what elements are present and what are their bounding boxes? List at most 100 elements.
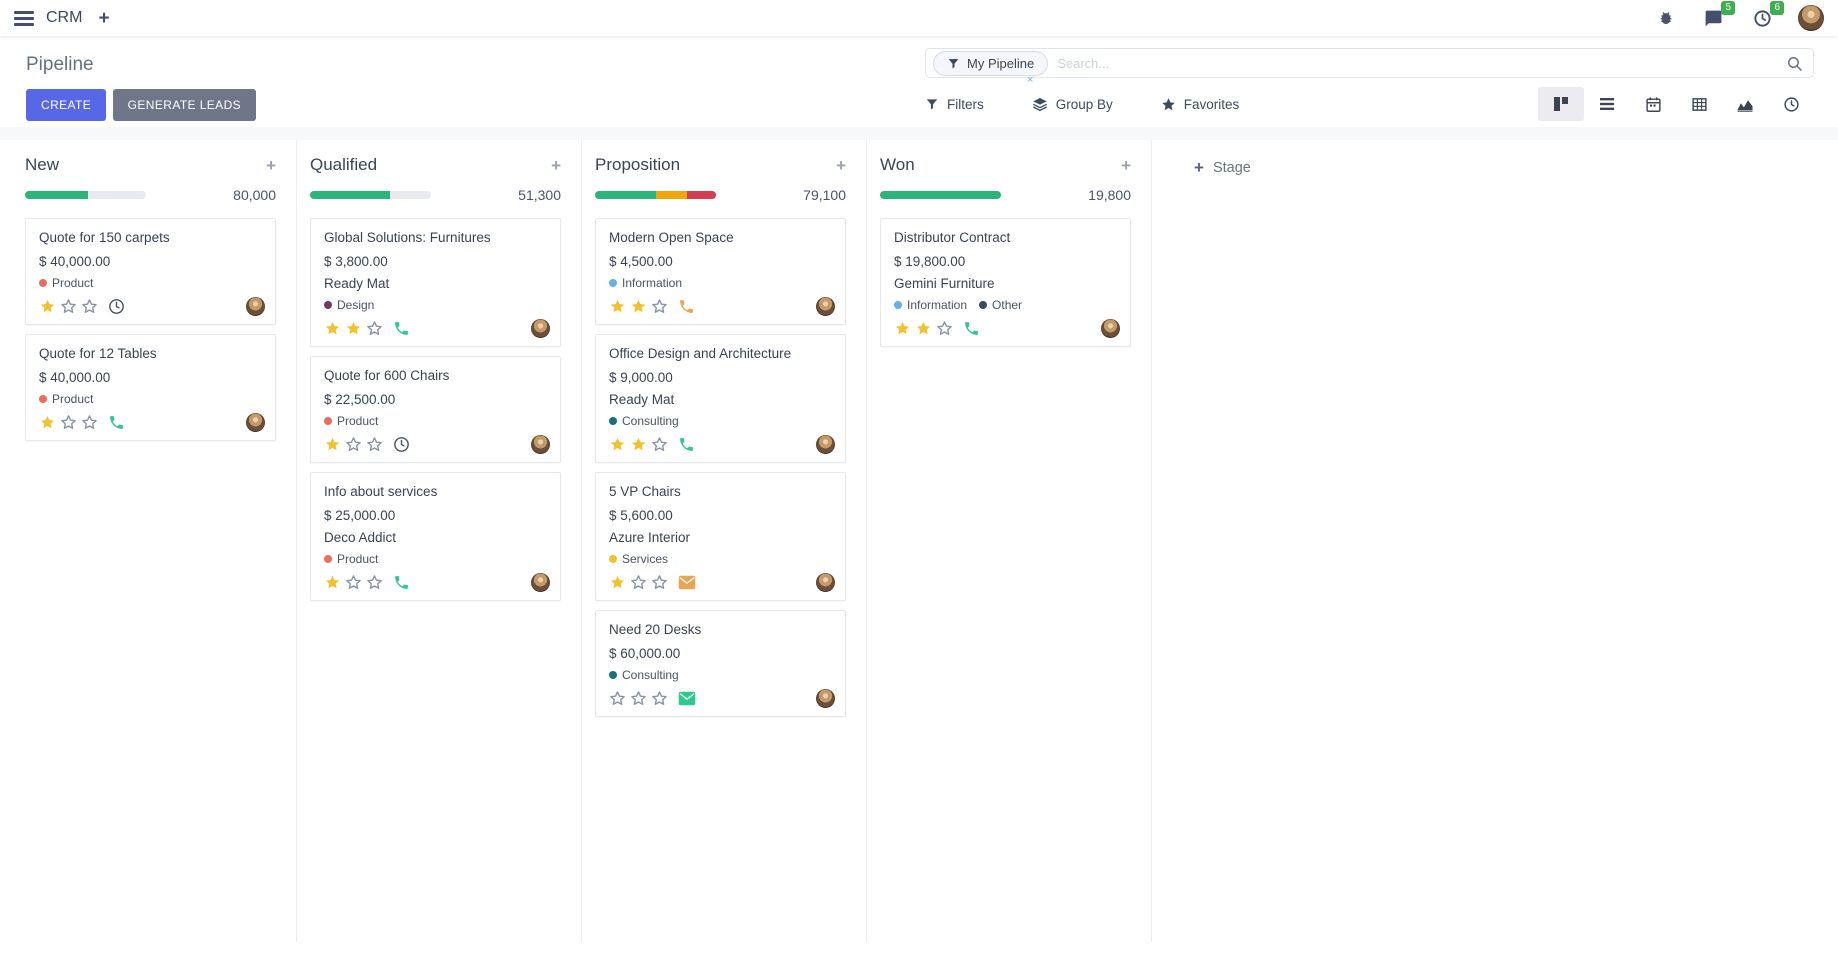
salesperson-avatar[interactable] — [816, 435, 835, 454]
add-record-icon[interactable]: + — [1121, 155, 1131, 175]
column-progressbar[interactable] — [310, 191, 431, 199]
phone-activity-icon[interactable] — [393, 574, 410, 591]
salesperson-avatar[interactable] — [816, 689, 835, 708]
search-icon[interactable] — [1786, 55, 1804, 78]
star-filled-icon[interactable] — [609, 574, 626, 591]
view-graph-icon[interactable] — [1722, 87, 1768, 121]
salesperson-avatar[interactable] — [816, 297, 835, 316]
messages-icon[interactable]: 5 — [1704, 0, 1735, 28]
activities-icon[interactable]: 6 — [1753, 0, 1784, 28]
create-button[interactable]: CREATE — [26, 89, 107, 121]
column-progressbar[interactable] — [880, 191, 1001, 199]
star-filled-icon[interactable] — [324, 436, 341, 453]
star-empty-icon[interactable] — [630, 574, 647, 591]
priority-stars[interactable] — [324, 320, 383, 337]
salesperson-avatar[interactable] — [816, 573, 835, 592]
phone-activity-icon[interactable] — [393, 320, 410, 337]
star-empty-icon[interactable] — [366, 574, 383, 591]
salesperson-avatar[interactable] — [531, 435, 550, 454]
star-empty-icon[interactable] — [345, 574, 362, 591]
add-record-icon[interactable]: + — [266, 155, 276, 175]
salesperson-avatar[interactable] — [246, 413, 265, 432]
clock-activity-icon[interactable] — [393, 436, 410, 453]
star-empty-icon[interactable] — [609, 690, 626, 707]
mail-activity-icon[interactable] — [678, 691, 696, 706]
star-empty-icon[interactable] — [651, 690, 668, 707]
add-record-icon[interactable]: + — [551, 155, 561, 175]
kanban-card[interactable]: Quote for 150 carpets $ 40,000.00 Product — [25, 218, 276, 325]
star-empty-icon[interactable] — [345, 436, 362, 453]
priority-stars[interactable] — [324, 436, 383, 453]
phone-activity-icon[interactable] — [678, 436, 695, 453]
star-filled-icon[interactable] — [915, 320, 932, 337]
column-title[interactable]: Won — [880, 155, 915, 174]
column-progressbar[interactable] — [595, 191, 716, 199]
star-filled-icon[interactable] — [630, 298, 647, 315]
column-progressbar[interactable] — [25, 191, 146, 199]
phone-activity-icon[interactable] — [963, 320, 980, 337]
star-filled-icon[interactable] — [609, 298, 626, 315]
group-by-menu[interactable]: Group By — [1032, 96, 1113, 112]
kanban-card[interactable]: Info about services $ 25,000.00 Deco Addic… — [310, 472, 561, 601]
star-filled-icon[interactable] — [609, 436, 626, 453]
star-filled-icon[interactable] — [324, 574, 341, 591]
star-empty-icon[interactable] — [60, 298, 77, 315]
view-calendar-icon[interactable] — [1630, 87, 1676, 121]
facet-remove-icon[interactable]: × — [1027, 74, 1034, 86]
salesperson-avatar[interactable] — [531, 319, 550, 338]
star-empty-icon[interactable] — [651, 574, 668, 591]
clock-activity-icon[interactable] — [108, 298, 125, 315]
filters-menu[interactable]: Filters — [925, 97, 984, 112]
column-title[interactable]: Qualified — [310, 155, 378, 174]
view-activity-icon[interactable] — [1768, 87, 1814, 121]
navbar-plus-icon[interactable]: + — [98, 7, 110, 29]
kanban-card[interactable]: Quote for 12 Tables $ 40,000.00 Product — [25, 334, 276, 441]
kanban-card[interactable]: Distributor Contract $ 19,800.00 Gemini Fu… — [880, 218, 1131, 347]
mail-activity-icon[interactable] — [678, 575, 696, 590]
debug-icon[interactable] — [1658, 10, 1674, 26]
salesperson-avatar[interactable] — [531, 573, 550, 592]
star-empty-icon[interactable] — [60, 414, 77, 431]
star-filled-icon[interactable] — [630, 436, 647, 453]
kanban-card[interactable]: Modern Open Space $ 4,500.00 Information — [595, 218, 846, 325]
star-empty-icon[interactable] — [81, 414, 98, 431]
view-list-icon[interactable] — [1584, 87, 1630, 121]
kanban-card[interactable]: Quote for 600 Chairs $ 22,500.00 Product — [310, 356, 561, 463]
add-record-icon[interactable]: + — [836, 155, 846, 175]
priority-stars[interactable] — [324, 574, 383, 591]
priority-stars[interactable] — [39, 414, 98, 431]
add-stage-button[interactable]: + Stage — [1194, 159, 1251, 176]
column-title[interactable]: Proposition — [595, 155, 681, 174]
apps-menu-icon[interactable] — [14, 10, 34, 26]
priority-stars[interactable] — [609, 574, 668, 591]
column-title[interactable]: New — [25, 155, 60, 174]
user-avatar[interactable] — [1798, 5, 1824, 31]
kanban-card[interactable]: Global Solutions: Furnitures $ 3,800.00 Re… — [310, 218, 561, 347]
priority-stars[interactable] — [894, 320, 953, 337]
priority-stars[interactable] — [609, 690, 668, 707]
app-name[interactable]: CRM — [46, 9, 83, 26]
priority-stars[interactable] — [609, 436, 668, 453]
star-filled-icon[interactable] — [39, 414, 56, 431]
kanban-card[interactable]: 5 VP Chairs $ 5,600.00 Azure Interior Servi… — [595, 472, 846, 601]
generate-leads-button[interactable]: GENERATE LEADS — [112, 89, 257, 121]
star-empty-icon[interactable] — [936, 320, 953, 337]
favorites-menu[interactable]: Favorites — [1161, 97, 1239, 112]
view-pivot-icon[interactable] — [1676, 87, 1722, 121]
kanban-card[interactable]: Office Design and Architecture $ 9,000.00… — [595, 334, 846, 463]
star-empty-icon[interactable] — [366, 320, 383, 337]
phone-activity-icon[interactable] — [678, 298, 695, 315]
salesperson-avatar[interactable] — [1101, 319, 1120, 338]
phone-activity-icon[interactable] — [108, 414, 125, 431]
star-empty-icon[interactable] — [366, 436, 383, 453]
star-empty-icon[interactable] — [630, 690, 647, 707]
view-kanban-icon[interactable] — [1538, 87, 1584, 121]
salesperson-avatar[interactable] — [246, 297, 265, 316]
star-filled-icon[interactable] — [345, 320, 362, 337]
star-filled-icon[interactable] — [324, 320, 341, 337]
priority-stars[interactable] — [609, 298, 668, 315]
star-empty-icon[interactable] — [651, 436, 668, 453]
priority-stars[interactable] — [39, 298, 98, 315]
star-empty-icon[interactable] — [651, 298, 668, 315]
star-filled-icon[interactable] — [39, 298, 56, 315]
